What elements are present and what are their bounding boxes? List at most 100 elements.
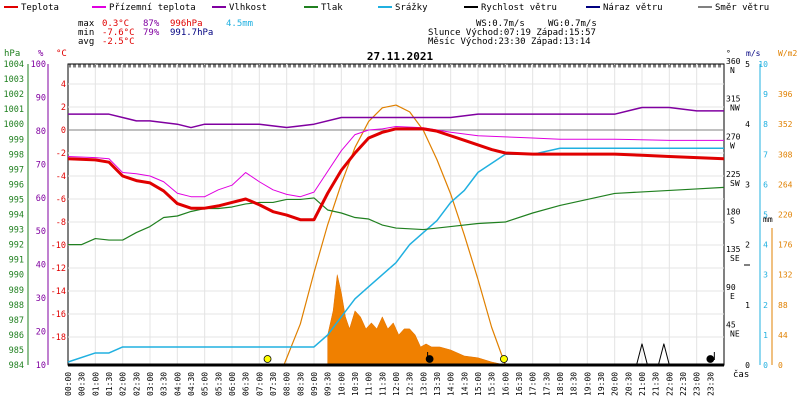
axis-label-temp: °C <box>56 49 67 59</box>
x-tick-label: 22:00 <box>665 372 674 396</box>
marker-moonrise <box>706 355 715 363</box>
axis-label-hpa: hPa <box>4 49 20 59</box>
pct-tick-label: 70 <box>36 160 46 170</box>
stats-row-label: min <box>78 28 94 38</box>
mm-tick-label: 4 <box>745 120 750 129</box>
x-tick-label: 02:30 <box>132 372 141 396</box>
hpa-tick-label: 985 <box>9 346 24 356</box>
temp-tick-label: -8 <box>56 218 66 228</box>
ms-tick-label: 0 <box>763 361 768 370</box>
x-tick-label: 18:30 <box>570 372 579 396</box>
legend-label: Přízemní teplota <box>109 3 196 13</box>
ms-tick-label: 8 <box>763 120 768 129</box>
dir-tick-degree: 135 <box>726 245 741 254</box>
hpa-tick-label: 1000 <box>4 120 24 130</box>
stats-wind-speed: WS:0.7m/s <box>476 19 525 29</box>
wm2-tick-label: 220 <box>778 211 793 220</box>
x-tick-label: 04:30 <box>187 372 196 396</box>
hpa-tick-label: 990 <box>9 271 24 281</box>
hpa-tick-label: 995 <box>9 195 24 205</box>
x-tick-label: 12:00 <box>392 372 401 396</box>
dir-tick-name: NW <box>730 104 740 113</box>
temp-tick-label: -6 <box>56 195 66 205</box>
mm-tick-label: 1 <box>745 301 750 310</box>
x-tick-label: 13:00 <box>419 372 428 396</box>
series-line-temperature <box>67 127 725 222</box>
hpa-tick-label: 987 <box>9 316 24 326</box>
marker-sunset <box>500 355 508 363</box>
stats-moon: Měsíc Východ:23:30 Západ:13:14 <box>428 37 591 47</box>
wm2-tick-label: 0 <box>778 361 783 370</box>
hpa-tick-label: 996 <box>9 180 24 190</box>
wm2-tick-label: 88 <box>778 301 788 310</box>
series-line-humidity <box>68 106 724 129</box>
x-tick-label: 00:00 <box>64 372 73 396</box>
ms-tick-label: 5 <box>763 211 768 220</box>
hpa-tick-label: 993 <box>9 226 24 236</box>
hpa-tick-label: 997 <box>9 165 24 175</box>
x-tick-label: 11:30 <box>378 372 387 396</box>
x-tick-label: 05:30 <box>214 372 223 396</box>
legend-label: Teplota <box>21 3 59 13</box>
solar-radiation-line <box>283 104 506 366</box>
wm2-tick-label: 396 <box>778 90 793 99</box>
temp-tick-label: 4 <box>61 80 66 90</box>
stats-humidity: 79% <box>143 28 160 38</box>
dir-tick-degree: 315 <box>726 95 741 104</box>
pct-tick-label: 40 <box>36 261 46 271</box>
hpa-tick-label: 992 <box>9 241 24 251</box>
hpa-tick-label: 998 <box>9 150 24 160</box>
axis-label-ms: m/s <box>746 49 761 58</box>
x-tick-label: 19:30 <box>597 372 606 396</box>
x-tick-label: 11:00 <box>365 372 374 396</box>
hpa-tick-label: 999 <box>9 135 24 145</box>
x-tick-label: 19:00 <box>583 372 592 396</box>
hpa-tick-label: 1003 <box>4 75 24 85</box>
wm2-tick-label: 264 <box>778 180 793 189</box>
dir-tick-name: W <box>730 141 735 150</box>
dir-tick-degree: 90 <box>726 283 736 292</box>
x-tick-label: 23:00 <box>693 372 702 396</box>
axis-label-wm2: W/m2 <box>778 49 797 58</box>
stats-temp: 0.3°C <box>102 19 129 29</box>
temp-tick-label: -16 <box>51 310 66 320</box>
pct-tick-label: 20 <box>36 328 46 338</box>
dir-tick-name: SE <box>730 254 740 263</box>
pct-tick-label: 50 <box>36 227 46 237</box>
wm2-tick-label: 176 <box>778 241 793 250</box>
axis-label-pct: % <box>38 49 44 59</box>
stats-row-label: avg <box>78 37 94 47</box>
dir-tick-degree: 180 <box>726 208 741 217</box>
legend-label: Rychlost větru <box>481 3 557 13</box>
x-tick-label: 05:00 <box>201 372 210 396</box>
dir-tick-degree: 270 <box>726 132 741 141</box>
temp-tick-label: 2 <box>61 103 66 113</box>
hpa-tick-label: 1001 <box>4 105 24 115</box>
x-tick-label: 00:30 <box>78 372 87 396</box>
ms-tick-label: 7 <box>763 150 768 159</box>
stats-humidity: 87% <box>143 19 160 29</box>
wm2-tick-label: 132 <box>778 271 793 280</box>
series-line-ground-temp <box>67 126 724 198</box>
mm-tick-label: 3 <box>745 180 750 189</box>
x-tick-label: 07:30 <box>269 372 278 396</box>
x-axis-label: čas <box>733 369 749 380</box>
pct-tick-label: 100 <box>31 60 46 70</box>
legend-label: Směr větru <box>715 3 769 13</box>
temp-tick-label: -12 <box>51 264 66 274</box>
dir-tick-name: SW <box>730 179 740 188</box>
ms-tick-label: 1 <box>763 331 768 340</box>
x-tick-label: 17:00 <box>529 372 538 396</box>
x-tick-label: 08:30 <box>296 372 305 396</box>
hpa-tick-label: 994 <box>9 211 24 221</box>
stats-row-label: max <box>78 19 95 29</box>
wm2-tick-label: 352 <box>778 120 793 129</box>
x-tick-label: 03:00 <box>146 372 155 396</box>
x-tick-label: 09:00 <box>310 372 319 396</box>
ms-tick-label: 9 <box>763 90 768 99</box>
stats-temp: -7.6°C <box>102 28 135 38</box>
x-tick-label: 13:30 <box>433 372 442 396</box>
pct-tick-label: 80 <box>36 127 46 137</box>
